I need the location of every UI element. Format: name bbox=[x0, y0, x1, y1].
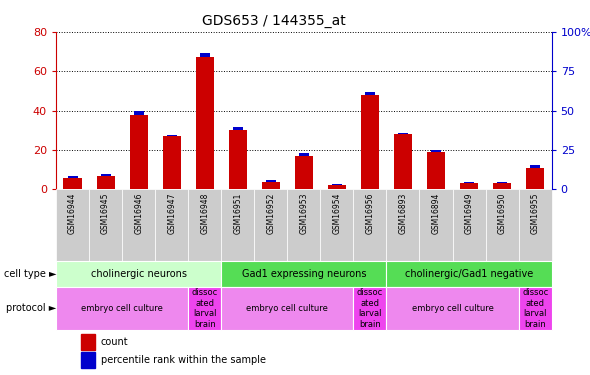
Bar bbox=[295, 156, 313, 189]
Bar bbox=[262, 182, 280, 189]
Text: embryo cell culture: embryo cell culture bbox=[412, 304, 493, 313]
Text: GSM16956: GSM16956 bbox=[365, 193, 375, 234]
Bar bbox=[493, 183, 511, 189]
Bar bbox=[486, 189, 519, 261]
Text: dissoc
ated
larval
brain: dissoc ated larval brain bbox=[522, 288, 548, 328]
Bar bbox=[64, 178, 81, 189]
Bar bbox=[460, 183, 478, 189]
Bar bbox=[56, 261, 221, 287]
Text: GSM16955: GSM16955 bbox=[530, 193, 540, 234]
Text: GSM16954: GSM16954 bbox=[332, 193, 342, 234]
Bar bbox=[130, 115, 148, 189]
Bar bbox=[394, 134, 412, 189]
Bar bbox=[361, 95, 379, 189]
Bar bbox=[233, 127, 242, 130]
Bar bbox=[221, 189, 254, 261]
Text: protocol ►: protocol ► bbox=[6, 303, 56, 313]
Text: GSM16894: GSM16894 bbox=[431, 193, 441, 234]
Bar bbox=[328, 186, 346, 189]
Bar bbox=[530, 165, 540, 168]
Bar bbox=[332, 184, 342, 186]
Text: GSM16950: GSM16950 bbox=[497, 193, 507, 234]
Bar bbox=[464, 182, 474, 183]
Bar bbox=[365, 92, 375, 95]
Bar bbox=[188, 287, 221, 330]
Bar bbox=[526, 168, 544, 189]
Bar bbox=[56, 189, 89, 261]
Bar bbox=[254, 189, 287, 261]
Text: cholinergic neurons: cholinergic neurons bbox=[91, 269, 186, 279]
Text: Gad1 expressing neurons: Gad1 expressing neurons bbox=[241, 269, 366, 279]
Bar bbox=[163, 136, 181, 189]
Bar bbox=[431, 150, 441, 152]
Text: GSM16947: GSM16947 bbox=[167, 193, 176, 234]
Bar bbox=[266, 180, 276, 182]
Text: GSM16948: GSM16948 bbox=[200, 193, 209, 234]
Bar bbox=[188, 189, 221, 261]
Text: cell type ►: cell type ► bbox=[4, 269, 56, 279]
Bar bbox=[221, 287, 353, 330]
Bar bbox=[320, 189, 353, 261]
Bar bbox=[453, 189, 486, 261]
Bar bbox=[56, 287, 188, 330]
Text: count: count bbox=[101, 337, 128, 347]
Bar bbox=[353, 189, 386, 261]
Bar bbox=[497, 182, 507, 183]
Text: dissoc
ated
larval
brain: dissoc ated larval brain bbox=[192, 288, 218, 328]
Text: GDS653 / 144355_at: GDS653 / 144355_at bbox=[202, 14, 346, 28]
Text: GSM16893: GSM16893 bbox=[398, 193, 408, 234]
Bar bbox=[155, 189, 188, 261]
Text: cholinergic/Gad1 negative: cholinergic/Gad1 negative bbox=[405, 269, 533, 279]
Bar bbox=[122, 189, 155, 261]
Bar bbox=[386, 261, 552, 287]
Text: GSM16946: GSM16946 bbox=[134, 193, 143, 234]
Bar bbox=[167, 135, 176, 136]
Text: GSM16953: GSM16953 bbox=[299, 193, 309, 234]
Bar bbox=[221, 261, 386, 287]
Bar bbox=[287, 189, 320, 261]
Text: dissoc
ated
larval
brain: dissoc ated larval brain bbox=[357, 288, 383, 328]
Bar bbox=[519, 287, 552, 330]
Bar bbox=[101, 174, 110, 176]
Text: GSM16945: GSM16945 bbox=[101, 193, 110, 234]
Text: percentile rank within the sample: percentile rank within the sample bbox=[101, 355, 266, 365]
Bar bbox=[229, 130, 247, 189]
Bar bbox=[419, 189, 453, 261]
Bar bbox=[299, 153, 309, 156]
Bar bbox=[97, 176, 114, 189]
Bar bbox=[386, 189, 419, 261]
Bar bbox=[68, 176, 77, 178]
Bar bbox=[134, 111, 143, 115]
Text: GSM16952: GSM16952 bbox=[266, 193, 276, 234]
Bar bbox=[81, 352, 95, 368]
Text: GSM16951: GSM16951 bbox=[233, 193, 242, 234]
Bar bbox=[89, 189, 122, 261]
Bar bbox=[200, 53, 209, 57]
Bar bbox=[353, 287, 386, 330]
Bar bbox=[398, 133, 408, 134]
Text: embryo cell culture: embryo cell culture bbox=[247, 304, 328, 313]
Text: GSM16949: GSM16949 bbox=[464, 193, 474, 234]
Bar bbox=[81, 334, 95, 350]
Text: embryo cell culture: embryo cell culture bbox=[81, 304, 163, 313]
Text: GSM16944: GSM16944 bbox=[68, 193, 77, 234]
Bar bbox=[427, 152, 445, 189]
Bar bbox=[386, 287, 519, 330]
Bar bbox=[519, 189, 552, 261]
Bar bbox=[196, 57, 214, 189]
